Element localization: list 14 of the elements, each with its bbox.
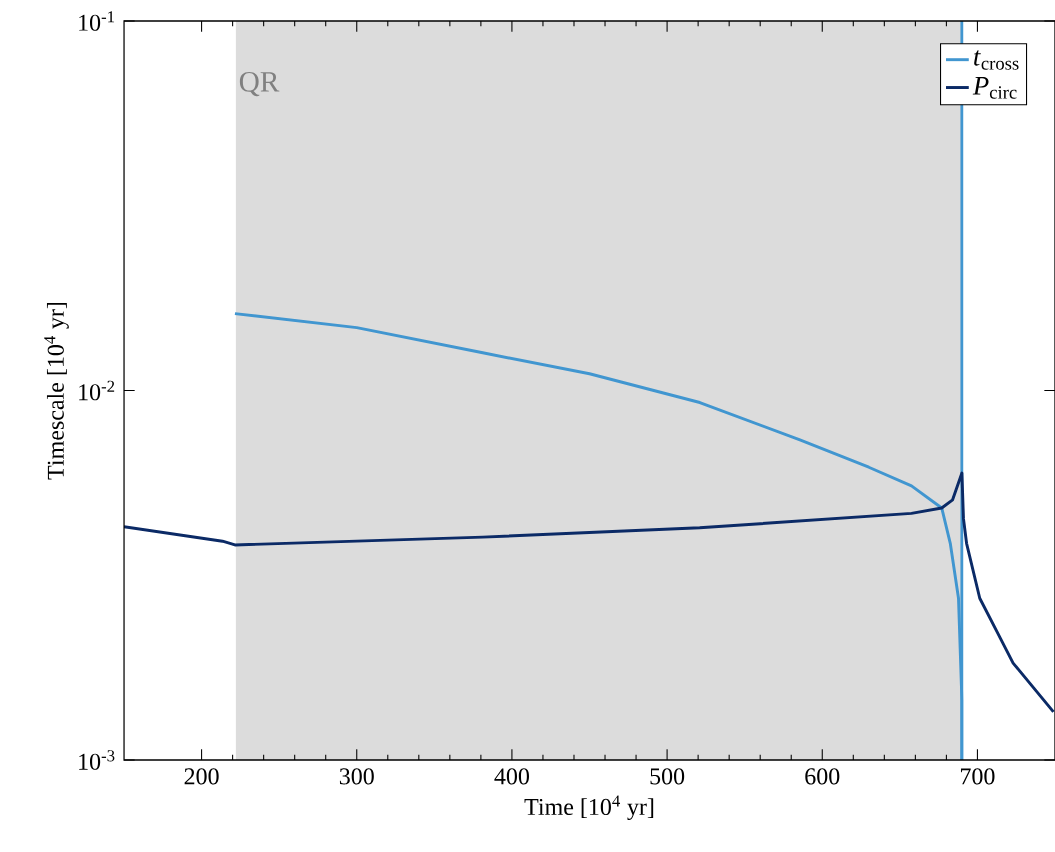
legend-label: P$_{circ}$	[972, 76, 1017, 99]
x-axis-title: Time [10$^{4}$ yr]	[524, 795, 654, 821]
band-label: QR	[239, 71, 280, 97]
x-tick-label: 400	[494, 768, 530, 785]
y-axis-title: Timescale [10$^{4}$ yr]	[44, 302, 69, 480]
y-tick-label: 10$^{-2}$	[79, 380, 115, 401]
x-tick-label: 500	[650, 768, 685, 785]
y-tick-label: 10$^{-1}$	[79, 11, 115, 31]
x-tick-label: 600	[805, 768, 840, 785]
x-tick-label: 700	[961, 768, 995, 785]
x-tick-label: 200	[184, 768, 219, 785]
legend-label: t$_{cross}$	[974, 50, 1019, 70]
y-tick-label: 10$^{-3}$	[79, 750, 115, 770]
x-tick-label: 300	[339, 768, 374, 785]
